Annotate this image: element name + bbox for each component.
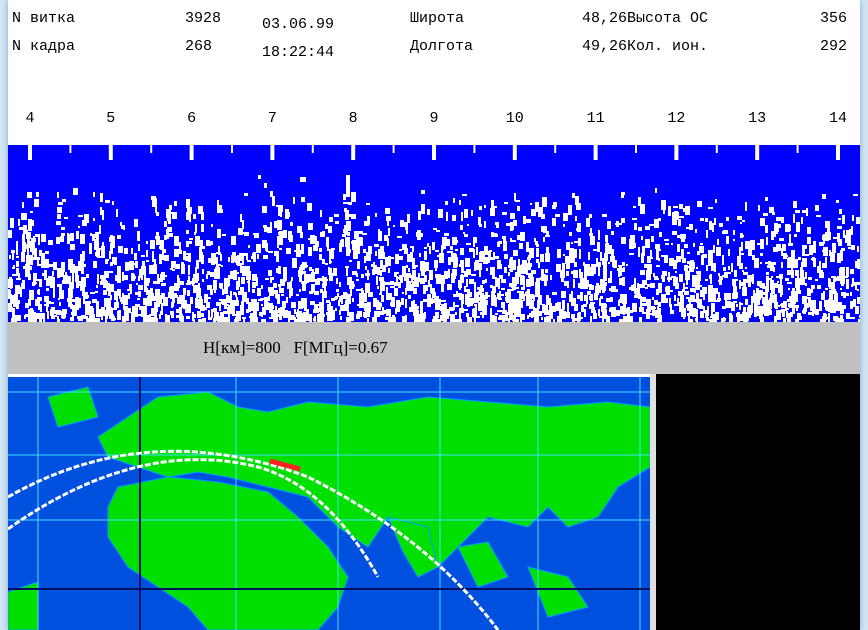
side-panel <box>656 374 860 630</box>
scale-ticks <box>28 145 840 160</box>
ionogram <box>8 145 860 322</box>
scale-label: 13 <box>748 110 767 127</box>
header-label: N витка <box>12 10 76 27</box>
window: N витка 3928 03.06.99 Широта 48,26 Высота ОС 3… <box>8 0 860 630</box>
header-value: 292 <box>820 38 848 55</box>
scale-label: 4 <box>25 110 35 127</box>
scale-label: 9 <box>429 110 439 127</box>
scale-label: 14 <box>828 110 848 127</box>
echo-pixels <box>8 175 860 322</box>
header-value: 49,26 <box>582 38 628 55</box>
scale-label: 12 <box>667 110 686 127</box>
header-label: Кол. ион. <box>627 38 709 55</box>
scale-label: 10 <box>505 110 524 127</box>
scale-label: 7 <box>267 110 277 127</box>
header-label: Высота ОС <box>627 10 709 27</box>
grid <box>8 377 650 630</box>
header-value: 48,26 <box>582 10 628 27</box>
axes <box>8 377 650 630</box>
current-segment <box>269 458 301 472</box>
header-value: 356 <box>820 10 848 27</box>
header-value: 268 <box>185 38 213 55</box>
separator <box>650 374 656 630</box>
scale-label: 5 <box>106 110 116 127</box>
header-label: Широта <box>410 10 465 27</box>
scale-label: 8 <box>348 110 358 127</box>
header-time: 03.06.99 <box>262 16 335 33</box>
header-value: 3928 <box>185 10 222 27</box>
scale-label: 11 <box>586 110 605 127</box>
header-label: Долгота <box>410 38 474 55</box>
map <box>8 377 650 630</box>
header-label: N кадра <box>12 38 76 55</box>
status-text: H[км]=800 F[МГц]=0.67 <box>203 338 388 357</box>
scale-label: 6 <box>187 110 197 127</box>
status-bar: H[км]=800 F[МГц]=0.67 <box>8 322 860 374</box>
header-time: 18:22:44 <box>262 44 335 61</box>
tracks <box>8 449 500 630</box>
